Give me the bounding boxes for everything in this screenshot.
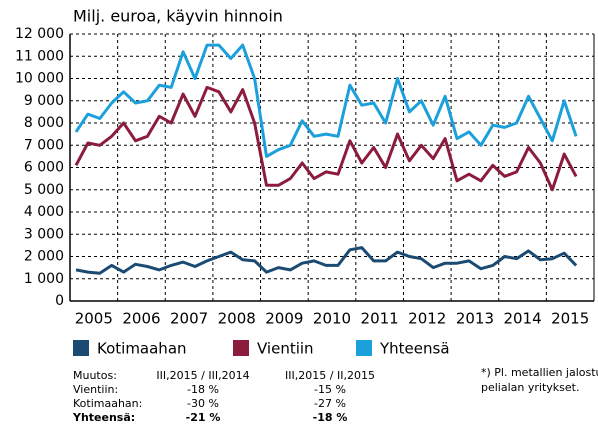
legend-swatch <box>233 340 249 356</box>
legend-label: Yhteensä <box>379 340 450 358</box>
series-line <box>74 85 578 192</box>
table-header: III,2015 / III,2014 <box>156 369 249 382</box>
table-header: Muutos: <box>73 369 117 382</box>
table-header: III,2015 / II,2015 <box>285 369 375 382</box>
table-cell: Yhteensä: <box>72 411 135 424</box>
table-cell: Vientiin: <box>73 383 118 396</box>
y-tick-label: 12 000 <box>15 26 64 42</box>
footnote: pelialan yritykset. <box>481 381 579 394</box>
series-line <box>74 43 578 158</box>
legend-swatch <box>73 340 89 356</box>
y-tick-label: 7 000 <box>24 137 64 153</box>
table-cell: -21 % <box>186 411 221 424</box>
table-cell: -18 % <box>187 383 219 396</box>
y-tick-label: 4 000 <box>24 204 64 220</box>
y-tick-label: 0 <box>55 293 64 309</box>
chart-title: Milj. euroa, käyvin hinnoin <box>73 7 283 26</box>
y-tick-label: 5 000 <box>24 182 64 198</box>
x-tick-label: 2008 <box>218 310 256 328</box>
x-tick-label: 2006 <box>122 310 160 328</box>
footnote: *) Pl. metallien jalostu <box>481 366 598 379</box>
table-cell: -15 % <box>314 383 346 396</box>
table-cell: -18 % <box>313 411 348 424</box>
table-cell: Kotimaahan: <box>73 397 142 410</box>
y-tick-label: 8 000 <box>24 115 64 131</box>
y-tick-label: 6 000 <box>24 160 64 176</box>
y-tick-label: 10 000 <box>15 71 64 87</box>
table-cell: -27 % <box>314 397 346 410</box>
x-tick-label: 2015 <box>551 310 589 328</box>
y-tick-label: 9 000 <box>24 93 64 109</box>
x-tick-label: 2012 <box>408 310 446 328</box>
table-cell: -30 % <box>187 397 219 410</box>
y-tick-label: 1 000 <box>24 271 64 287</box>
y-tick-label: 11 000 <box>15 48 64 64</box>
x-tick-label: 2007 <box>170 310 208 328</box>
x-tick-label: 2005 <box>75 310 113 328</box>
x-tick-label: 2014 <box>503 310 541 328</box>
x-tick-label: 2011 <box>361 310 399 328</box>
x-tick-label: 2010 <box>313 310 351 328</box>
y-tick-label: 3 000 <box>24 226 64 242</box>
x-tick-label: 2013 <box>456 310 494 328</box>
x-tick-label: 2009 <box>265 310 303 328</box>
legend-swatch <box>356 340 372 356</box>
series-line <box>75 246 578 275</box>
legend-label: Vientiin <box>257 340 314 358</box>
legend-label: Kotimaahan <box>97 340 187 358</box>
y-tick-label: 2 000 <box>24 249 64 265</box>
